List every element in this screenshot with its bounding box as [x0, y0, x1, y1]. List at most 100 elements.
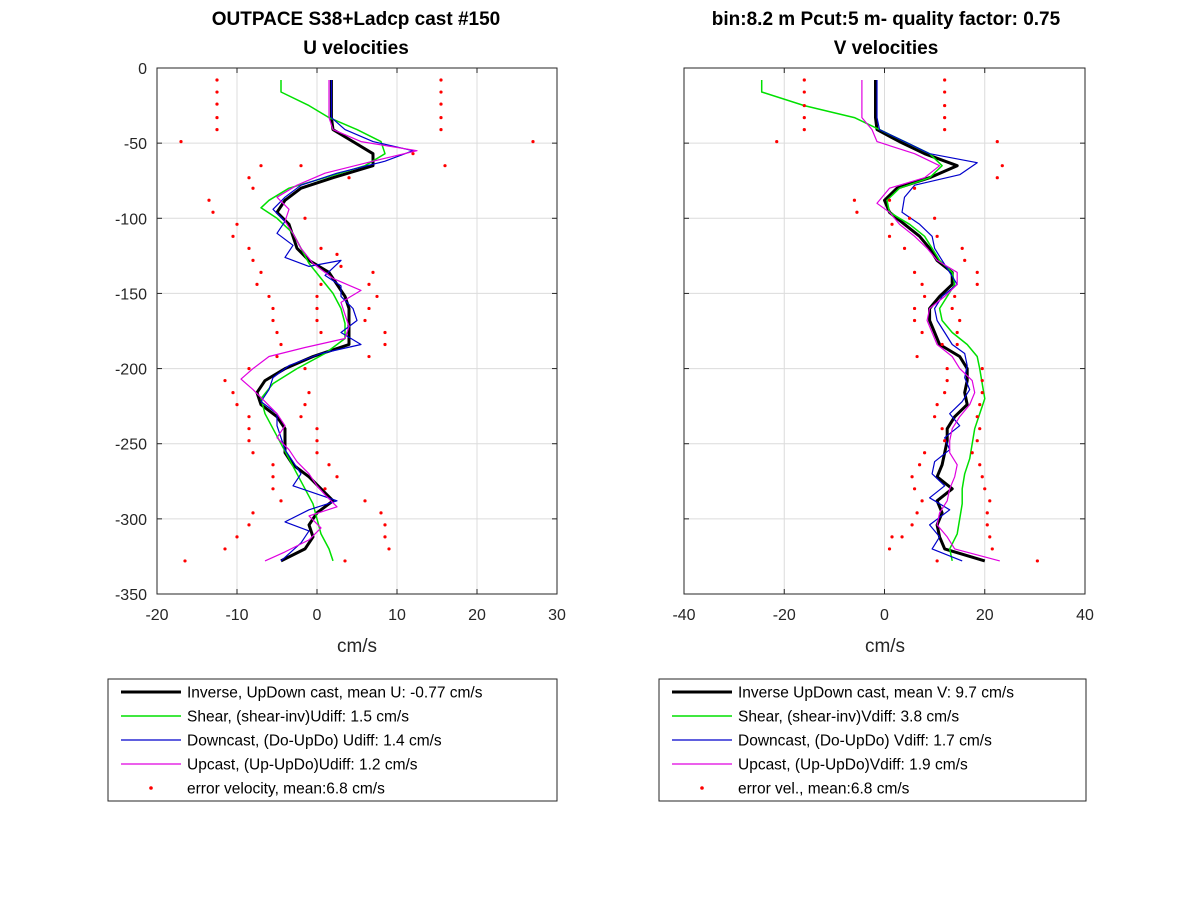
error-point — [207, 198, 211, 202]
axes-box-left — [156, 67, 558, 595]
legend-label: Downcast, (Do-UpDo) Udiff: 1.4 cm/s — [187, 733, 442, 750]
error-point — [915, 511, 919, 515]
error-point — [215, 78, 219, 82]
legend-label: Shear, (shear-inv)Vdiff: 3.8 cm/s — [738, 709, 959, 726]
series-line-2 — [876, 80, 978, 562]
error-point — [955, 330, 959, 335]
error-point — [247, 439, 251, 443]
series-line-3 — [861, 80, 1000, 562]
x-tick-label: 20 — [976, 607, 994, 624]
error-point — [375, 294, 379, 299]
error-point — [211, 210, 215, 214]
error-point — [315, 318, 319, 323]
error-point — [975, 415, 979, 419]
error-point — [975, 282, 979, 287]
x-tick-label: 10 — [388, 607, 406, 624]
error-point — [299, 415, 303, 419]
legend-left: Inverse, UpDown cast, mean U: -0.77 cm/s… — [107, 678, 558, 802]
error-point — [980, 475, 984, 479]
legend-item: Upcast, (Up-UpDo)Vdiff: 1.9 cm/s — [672, 757, 968, 774]
error-point — [920, 499, 924, 503]
legend-label: Upcast, (Up-UpDo)Udiff: 1.2 cm/s — [187, 757, 418, 774]
error-point — [335, 475, 339, 479]
x-axis-label-left: cm/s — [337, 636, 377, 657]
error-point — [247, 246, 251, 250]
error-point — [251, 186, 255, 190]
error-point — [978, 427, 982, 431]
error-point — [887, 547, 892, 551]
error-point — [945, 378, 949, 383]
legend-item: Shear, (shear-inv)Vdiff: 3.8 cm/s — [672, 709, 959, 726]
legend-item: error vel., mean:6.8 cm/s — [700, 781, 910, 798]
error-point — [251, 451, 255, 455]
error-point — [315, 294, 319, 299]
legend-swatch-dot — [700, 786, 704, 790]
y-tick-label: 0 — [138, 61, 147, 78]
error-point — [223, 378, 227, 383]
legend-label: error vel., mean:6.8 cm/s — [738, 781, 910, 798]
error-point — [323, 487, 327, 491]
error-point — [235, 535, 239, 539]
series-line-1 — [260, 80, 386, 562]
legend-item: Downcast, (Do-UpDo) Udiff: 1.4 cm/s — [121, 733, 442, 750]
legend-label: Upcast, (Up-UpDo)Vdiff: 1.9 cm/s — [738, 757, 968, 774]
legend-item: error velocity, mean:6.8 cm/s — [149, 781, 385, 798]
error-point — [915, 354, 919, 359]
error-point — [267, 294, 271, 299]
error-point — [383, 342, 387, 347]
plot-area-right — [760, 78, 1039, 563]
error-point — [315, 306, 319, 311]
error-point — [531, 140, 535, 144]
error-point — [259, 164, 263, 168]
error-point — [247, 427, 251, 431]
error-point — [271, 487, 275, 491]
error-point — [271, 475, 275, 479]
legend-item: Downcast, (Do-UpDo) Vdiff: 1.7 cm/s — [672, 733, 992, 750]
error-point — [802, 90, 806, 94]
error-point — [319, 330, 323, 335]
error-point — [259, 270, 263, 274]
error-point — [933, 216, 937, 220]
error-point — [975, 270, 979, 274]
y-tick-label: -250 — [115, 437, 147, 454]
error-point — [439, 78, 443, 82]
error-point — [271, 318, 275, 323]
error-point — [439, 115, 443, 120]
axes-box-right — [683, 67, 1086, 595]
error-point — [255, 282, 259, 287]
error-point — [912, 270, 917, 274]
error-point — [802, 115, 806, 120]
error-point — [179, 140, 183, 144]
error-point — [235, 222, 239, 226]
error-point — [279, 342, 283, 347]
ticks-left: -20 -10 0 10 20 300-50-100-150-200-250-300-35… — [115, 61, 566, 624]
chart-title-left: OUTPACE S38+Ladcp cast #150 — [212, 9, 500, 30]
error-point — [439, 102, 443, 106]
error-point — [920, 330, 924, 335]
error-point — [958, 318, 962, 323]
error-point — [943, 78, 947, 82]
series-line-2 — [260, 80, 414, 562]
error-point — [978, 403, 982, 407]
error-point — [327, 463, 331, 467]
chart-subtitle-right: V velocities — [834, 38, 939, 59]
error-point — [980, 378, 984, 383]
x-tick-label: -10 — [225, 607, 248, 624]
error-point — [231, 391, 235, 395]
error-point — [439, 128, 443, 132]
error-point — [970, 451, 974, 455]
error-point — [383, 523, 387, 527]
error-point — [990, 547, 994, 551]
error-point — [1035, 559, 1039, 563]
legend-item: Inverse UpDown cast, mean V: 9.7 cm/s — [672, 685, 1014, 702]
error-point — [955, 342, 959, 347]
error-point — [231, 234, 235, 238]
legend-swatch-dot — [149, 786, 153, 790]
error-point — [215, 128, 219, 132]
error-point — [279, 499, 283, 503]
legend-label: Inverse, UpDown cast, mean U: -0.77 cm/s — [187, 685, 483, 702]
legend-label: Downcast, (Do-UpDo) Vdiff: 1.7 cm/s — [738, 733, 992, 750]
error-point — [411, 152, 415, 156]
panel-v-velocities: bin:8.2 m Pcut:5 m- quality factor: 0.75… — [658, 9, 1094, 802]
y-tick-label: -350 — [115, 587, 147, 604]
